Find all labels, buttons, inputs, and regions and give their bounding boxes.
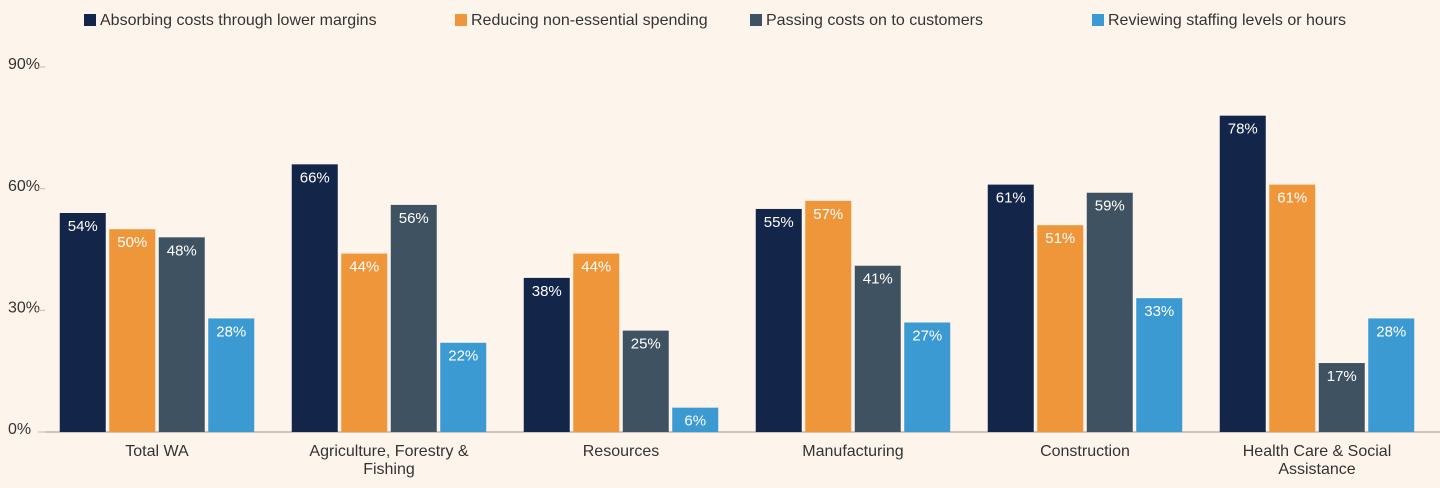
value-label: 25%	[631, 336, 661, 353]
value-label: 50%	[117, 234, 147, 251]
value-label: 59%	[1095, 198, 1125, 215]
value-label: 48%	[167, 242, 197, 259]
bar	[208, 318, 255, 432]
bar	[59, 213, 106, 432]
legend-label: Passing costs on to customers	[766, 12, 983, 29]
value-label: 54%	[68, 218, 98, 235]
bar	[987, 184, 1034, 432]
bar	[1219, 115, 1266, 433]
value-label: 28%	[1376, 323, 1406, 340]
y-tick-label: 30%	[8, 300, 40, 317]
value-label: 28%	[216, 323, 246, 340]
value-label: 66%	[300, 169, 330, 186]
value-label: 57%	[813, 206, 843, 223]
bar	[854, 265, 901, 432]
bar	[1086, 192, 1133, 432]
bar	[291, 164, 338, 433]
value-label: 38%	[532, 283, 562, 300]
legend-label: Absorbing costs through lower margins	[100, 12, 377, 29]
value-label: 33%	[1144, 303, 1174, 320]
y-tick-label: 90%	[8, 56, 40, 73]
value-label: 44%	[349, 259, 379, 276]
legend-swatch	[750, 14, 762, 26]
y-tick-label: 60%	[8, 178, 40, 195]
y-tick-label: 0%	[8, 421, 31, 438]
legend-label: Reducing non-essential spending	[471, 12, 708, 29]
bar	[805, 200, 852, 432]
bar	[1318, 363, 1365, 432]
x-tick-label: Resources	[582, 443, 660, 460]
bar	[622, 330, 669, 432]
legend-swatch	[84, 14, 96, 26]
value-label: 51%	[1045, 230, 1075, 247]
value-label: 55%	[764, 214, 794, 231]
bar	[1037, 225, 1084, 432]
x-tick-label: Manufacturing	[802, 443, 904, 460]
value-label: 61%	[1277, 190, 1307, 207]
bar	[904, 322, 951, 432]
bar	[390, 204, 437, 432]
bar	[573, 253, 620, 432]
value-label: 56%	[399, 210, 429, 227]
legend-label: Reviewing staffing levels or hours	[1108, 12, 1346, 29]
bar	[109, 229, 156, 432]
x-tick-label: Agriculture, Forestry & Fishing	[309, 443, 469, 478]
bar	[1368, 318, 1415, 432]
value-label: 6%	[684, 413, 706, 430]
x-tick-label: Total WA	[125, 443, 189, 460]
bar	[1136, 298, 1183, 432]
x-tick-label: Construction	[1040, 443, 1130, 460]
bar	[440, 342, 487, 432]
bar	[341, 253, 388, 432]
x-tick-label: Health Care & Social Assistance	[1242, 443, 1392, 478]
legend-swatch	[1092, 14, 1104, 26]
value-label: 78%	[1228, 121, 1258, 138]
value-label: 22%	[448, 348, 478, 365]
legend-swatch	[455, 14, 467, 26]
bar	[672, 407, 719, 432]
value-label: 41%	[863, 271, 893, 288]
value-label: 27%	[912, 327, 942, 344]
bar	[158, 237, 205, 432]
bar	[1269, 184, 1316, 432]
value-label: 44%	[581, 259, 611, 276]
bar	[755, 208, 802, 432]
value-label: 61%	[996, 190, 1026, 207]
bar	[523, 277, 570, 432]
value-label: 17%	[1327, 368, 1357, 385]
